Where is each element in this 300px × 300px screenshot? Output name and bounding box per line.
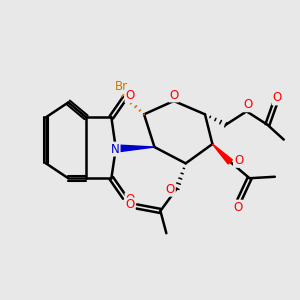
- Text: O: O: [125, 194, 135, 206]
- Text: O: O: [273, 92, 282, 104]
- Text: O: O: [233, 201, 242, 214]
- Text: O: O: [169, 88, 178, 101]
- Text: Br: Br: [115, 80, 128, 93]
- Polygon shape: [212, 144, 232, 164]
- Text: O: O: [125, 89, 135, 102]
- Text: O: O: [244, 98, 253, 111]
- Text: N: N: [111, 142, 120, 156]
- Text: O: O: [234, 154, 243, 167]
- Text: O: O: [125, 199, 135, 212]
- Polygon shape: [116, 145, 154, 152]
- Text: O: O: [166, 183, 175, 196]
